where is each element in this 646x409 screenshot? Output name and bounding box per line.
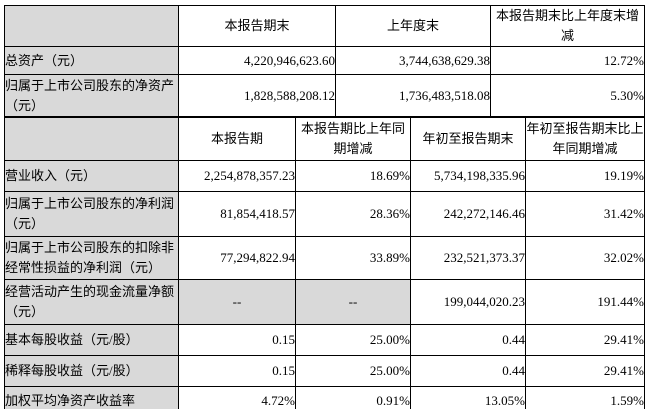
- value-cell: 4.72%: [178, 386, 296, 409]
- value-cell: 1,828,588,208.12: [178, 74, 336, 117]
- value-cell: 81,854,418.57: [178, 191, 296, 237]
- table-row-operating-revenue: 营业收入（元） 2,254,878,357.23 18.69% 5,734,19…: [4, 160, 645, 192]
- not-applicable-cell: --: [178, 279, 296, 325]
- row-label: 稀释每股收益（元/股）: [4, 355, 179, 387]
- value-cell: 0.91%: [295, 386, 411, 409]
- table1-header-change: 本报告期末比上年度末增减: [490, 5, 645, 47]
- value-cell: 4,220,946,623.60: [178, 46, 336, 75]
- table2-header-ytd-yoy-change: 年初至报告期末比上年同期增减: [525, 117, 645, 161]
- value-cell: 242,272,146.46: [410, 191, 526, 237]
- value-cell: 5.30%: [490, 74, 645, 117]
- table2-header-year-to-date: 年初至报告期末: [410, 117, 526, 161]
- table-row-total-assets: 总资产（元） 4,220,946,623.60 3,744,638,629.38…: [4, 46, 645, 75]
- value-cell: 31.42%: [525, 191, 645, 237]
- value-cell: 19.19%: [525, 160, 645, 192]
- table1-header-current-period-end: 本报告期末: [178, 5, 336, 47]
- reporting-period-summary-table: 本报告期 本报告期比上年同期增减 年初至报告期末 年初至报告期末比上年同期增减 …: [4, 117, 645, 409]
- value-cell: 32.02%: [525, 236, 645, 280]
- table2-header-row: 本报告期 本报告期比上年同期增减 年初至报告期末 年初至报告期末比上年同期增减: [4, 117, 645, 161]
- table-row-weighted-avg-roe: 加权平均净资产收益率 4.72% 0.91% 13.05% 1.59%: [4, 386, 645, 409]
- value-cell: 1,736,483,518.08: [335, 74, 491, 117]
- value-cell: 12.72%: [490, 46, 645, 75]
- table2-header-period-yoy-change: 本报告期比上年同期增减: [295, 117, 411, 161]
- value-cell: 25.00%: [295, 324, 411, 356]
- table-row-basic-eps: 基本每股收益（元/股） 0.15 25.00% 0.44 29.41%: [4, 324, 645, 356]
- table-row-net-profit-excl-nonrecurring: 归属于上市公司股东的扣除非经常性损益的净利润（元） 77,294,822.94 …: [4, 236, 645, 280]
- value-cell: 0.44: [410, 324, 526, 356]
- table1-header-row: 本报告期末 上年度末 本报告期末比上年度末增减: [4, 5, 645, 47]
- value-cell: 0.15: [178, 324, 296, 356]
- value-cell: 29.41%: [525, 324, 645, 356]
- value-cell: 0.15: [178, 355, 296, 387]
- row-label: 总资产（元）: [4, 46, 179, 75]
- row-label: 归属于上市公司股东的净资产（元）: [4, 74, 179, 117]
- period-end-summary-table: 本报告期末 上年度末 本报告期末比上年度末增减 总资产（元） 4,220,946…: [4, 5, 645, 117]
- value-cell: 2,254,878,357.23: [178, 160, 296, 192]
- table-row-net-assets: 归属于上市公司股东的净资产（元） 1,828,588,208.12 1,736,…: [4, 74, 645, 117]
- value-cell: 25.00%: [295, 355, 411, 387]
- value-cell: 13.05%: [410, 386, 526, 409]
- value-cell: 199,044,020.23: [410, 279, 526, 325]
- value-cell: 77,294,822.94: [178, 236, 296, 280]
- value-cell: 5,734,198,335.96: [410, 160, 526, 192]
- not-applicable-cell: --: [295, 279, 411, 325]
- row-label: 归属于上市公司股东的扣除非经常性损益的净利润（元）: [4, 236, 179, 280]
- row-label: 营业收入（元）: [4, 160, 179, 192]
- value-cell: 232,521,373.37: [410, 236, 526, 280]
- value-cell: 28.36%: [295, 191, 411, 237]
- value-cell: 191.44%: [525, 279, 645, 325]
- row-label: 经营活动产生的现金流量净额（元）: [4, 279, 179, 325]
- table-row-operating-cash-flow: 经营活动产生的现金流量净额（元） -- -- 199,044,020.23 19…: [4, 279, 645, 325]
- value-cell: 3,744,638,629.38: [335, 46, 491, 75]
- table2-header-current-period: 本报告期: [178, 117, 296, 161]
- table-row-net-profit: 归属于上市公司股东的净利润（元） 81,854,418.57 28.36% 24…: [4, 191, 645, 237]
- value-cell: 0.44: [410, 355, 526, 387]
- table2-corner-cell: [4, 117, 179, 161]
- row-label: 加权平均净资产收益率: [4, 386, 179, 409]
- table1-header-prior-year-end: 上年度末: [335, 5, 491, 47]
- row-label: 基本每股收益（元/股）: [4, 324, 179, 356]
- table-row-diluted-eps: 稀释每股收益（元/股） 0.15 25.00% 0.44 29.41%: [4, 355, 645, 387]
- value-cell: 33.89%: [295, 236, 411, 280]
- value-cell: 1.59%: [525, 386, 645, 409]
- row-label: 归属于上市公司股东的净利润（元）: [4, 191, 179, 237]
- value-cell: 18.69%: [295, 160, 411, 192]
- table1-corner-cell: [4, 5, 179, 47]
- value-cell: 29.41%: [525, 355, 645, 387]
